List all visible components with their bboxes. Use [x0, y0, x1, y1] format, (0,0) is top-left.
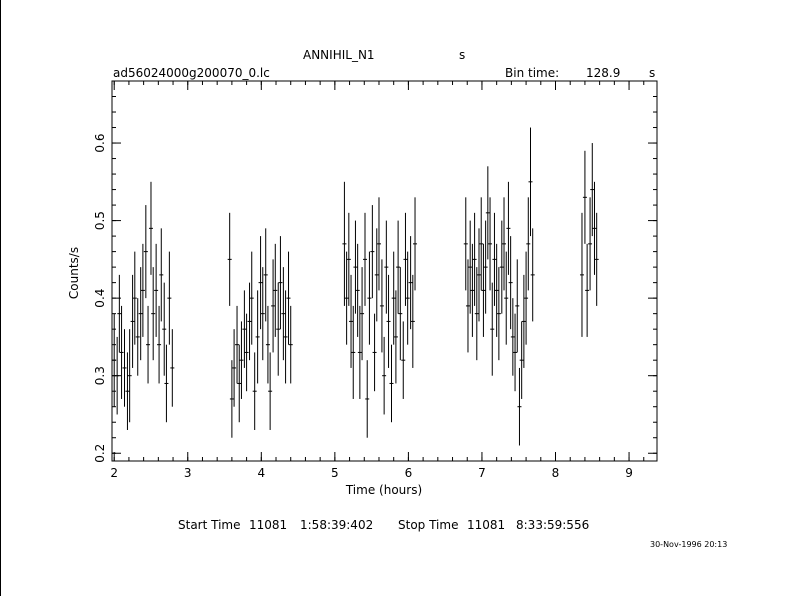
tick-labels: 2 3 4 5 6 7 8 9 0.2 0.3 0.4 0.5 0.6: [93, 133, 633, 480]
bin-time-unit: s: [649, 66, 656, 80]
stop-time-value: 8:33:59:556: [516, 518, 590, 532]
bin-time-label: Bin time:: [505, 66, 560, 80]
start-time-value: 1:58:39:402: [300, 518, 374, 532]
y-tick-label: 0.5: [93, 211, 107, 230]
y-tick-label: 0.3: [93, 366, 107, 385]
date-stamp: 30-Nov-1996 20:13: [650, 540, 728, 549]
x-tick-label: 9: [625, 466, 633, 480]
x-tick-label: 8: [552, 466, 560, 480]
stop-time-day: 11081: [467, 518, 506, 532]
y-tick-label: 0.4: [93, 289, 107, 308]
bin-time-value: 128.9: [586, 66, 621, 80]
chart-title: ANNIHIL_N1: [303, 48, 375, 62]
file-name: ad56024000g200070_0.lc: [113, 66, 270, 80]
start-time-day: 11081: [249, 518, 288, 532]
x-tick-label: 6: [405, 466, 413, 480]
stop-time-label: Stop Time: [398, 518, 459, 532]
x-tick-label: 2: [110, 466, 118, 480]
y-tick-label: 0.6: [93, 133, 107, 152]
x-tick-label: 3: [184, 466, 192, 480]
x-tick-label: 5: [331, 466, 339, 480]
x-tick-label: 4: [257, 466, 265, 480]
plot-frame: [111, 80, 658, 462]
x-axis-label: Time (hours): [345, 483, 422, 497]
y-tick-label: 0.2: [93, 444, 107, 463]
data-points: [112, 127, 599, 446]
y-axis-label: Counts/s: [67, 247, 81, 299]
window-left-edge: [0, 0, 1, 596]
chart-title-unit: s: [459, 48, 466, 62]
x-tick-label: 7: [478, 466, 486, 480]
start-time-label: Start Time: [178, 518, 241, 532]
